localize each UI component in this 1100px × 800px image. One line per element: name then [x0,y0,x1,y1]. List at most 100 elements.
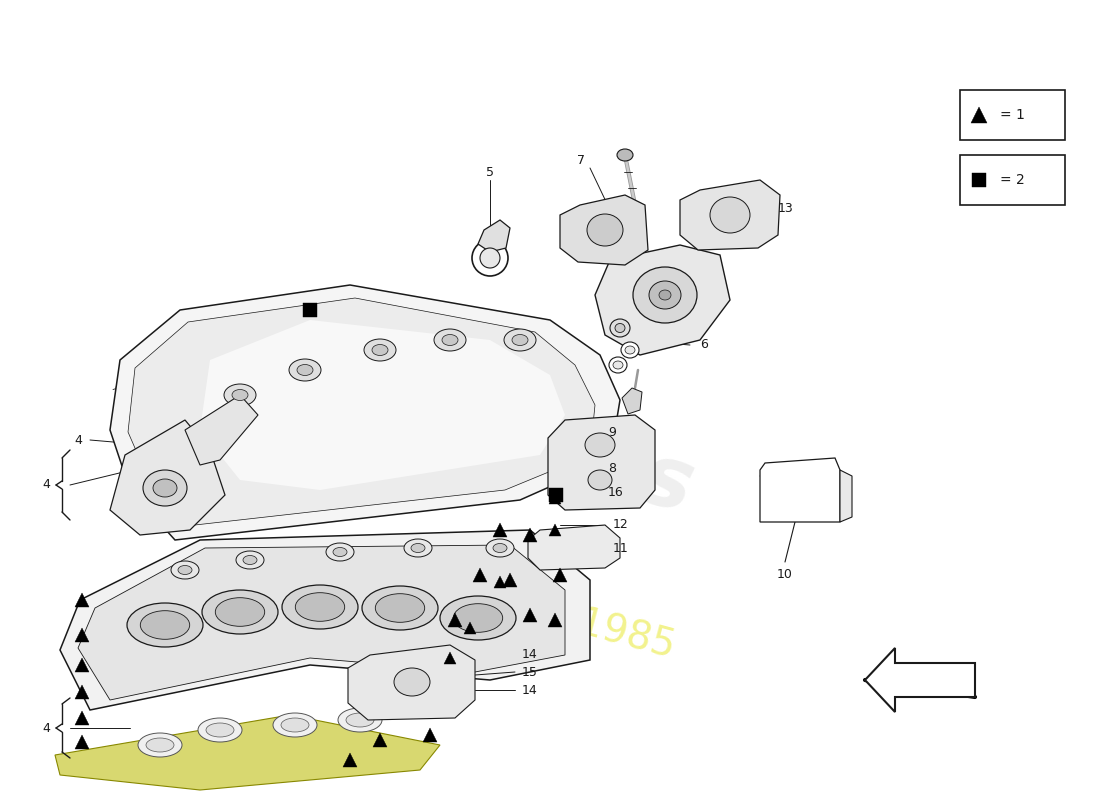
Polygon shape [444,652,456,664]
Text: 10: 10 [777,567,793,581]
Ellipse shape [440,596,516,640]
Ellipse shape [504,329,536,351]
Ellipse shape [493,543,507,553]
Polygon shape [75,711,89,725]
Ellipse shape [588,470,612,490]
Polygon shape [478,220,510,252]
Polygon shape [110,420,226,535]
Ellipse shape [338,708,382,732]
Ellipse shape [710,197,750,233]
Text: 13: 13 [778,202,794,214]
Polygon shape [60,530,590,710]
Ellipse shape [170,561,199,579]
Polygon shape [971,107,987,123]
Polygon shape [595,245,730,355]
Ellipse shape [617,149,632,161]
Polygon shape [494,576,506,588]
Ellipse shape [625,346,635,354]
Ellipse shape [394,668,430,696]
Polygon shape [548,613,562,627]
Text: 15: 15 [522,666,538,678]
Polygon shape [55,715,440,790]
Text: 4: 4 [74,434,82,446]
Text: 16: 16 [608,486,624,498]
Ellipse shape [609,357,627,373]
Polygon shape [128,298,595,525]
Ellipse shape [610,319,630,337]
Polygon shape [343,753,358,767]
Polygon shape [448,613,462,627]
Polygon shape [75,685,89,699]
Polygon shape [840,470,852,522]
Text: 6: 6 [700,338,708,351]
Polygon shape [548,415,654,510]
Polygon shape [493,523,507,537]
Ellipse shape [372,345,388,355]
Polygon shape [549,524,561,536]
Text: 8: 8 [608,462,616,474]
Ellipse shape [280,718,309,732]
Polygon shape [200,320,565,490]
Polygon shape [503,573,517,587]
Ellipse shape [346,713,374,727]
Ellipse shape [442,334,458,346]
Text: 4: 4 [42,722,50,734]
Ellipse shape [282,585,358,629]
Ellipse shape [486,539,514,557]
Ellipse shape [480,248,501,268]
Ellipse shape [224,384,256,406]
Ellipse shape [146,738,174,752]
Text: = 1: = 1 [1000,108,1025,122]
Polygon shape [424,728,437,742]
Ellipse shape [434,329,466,351]
Ellipse shape [126,603,204,647]
FancyBboxPatch shape [960,90,1065,140]
Ellipse shape [333,547,346,557]
Text: 11: 11 [613,542,629,554]
Text: 14: 14 [522,649,538,662]
Polygon shape [348,645,475,720]
Ellipse shape [138,733,182,757]
Ellipse shape [141,610,189,639]
Ellipse shape [143,470,187,506]
Ellipse shape [297,365,313,375]
Ellipse shape [202,590,278,634]
Ellipse shape [613,361,623,369]
Polygon shape [75,735,89,749]
Polygon shape [560,195,648,265]
Text: 12: 12 [613,518,629,531]
Text: = 2: = 2 [1000,173,1025,187]
Ellipse shape [411,543,425,553]
Ellipse shape [273,713,317,737]
Polygon shape [373,733,387,747]
Ellipse shape [364,339,396,361]
Ellipse shape [587,214,623,246]
Ellipse shape [232,390,248,401]
Polygon shape [185,395,258,465]
Ellipse shape [326,543,354,561]
Polygon shape [865,648,975,712]
Polygon shape [680,180,780,250]
Ellipse shape [615,323,625,333]
Ellipse shape [206,723,234,737]
Ellipse shape [198,718,242,742]
Ellipse shape [362,586,438,630]
Polygon shape [549,492,561,504]
Ellipse shape [659,290,671,300]
Ellipse shape [472,240,508,276]
Polygon shape [75,628,89,642]
Ellipse shape [453,604,503,632]
Text: 4: 4 [42,478,50,491]
Text: eurospares: eurospares [156,310,704,530]
Ellipse shape [153,479,177,497]
Text: 14: 14 [522,683,538,697]
Polygon shape [473,568,487,582]
Polygon shape [78,545,565,700]
Ellipse shape [289,359,321,381]
Text: 9: 9 [608,426,616,438]
Ellipse shape [621,342,639,358]
Ellipse shape [178,566,192,574]
Polygon shape [522,608,537,622]
Polygon shape [760,458,840,522]
Ellipse shape [216,598,265,626]
